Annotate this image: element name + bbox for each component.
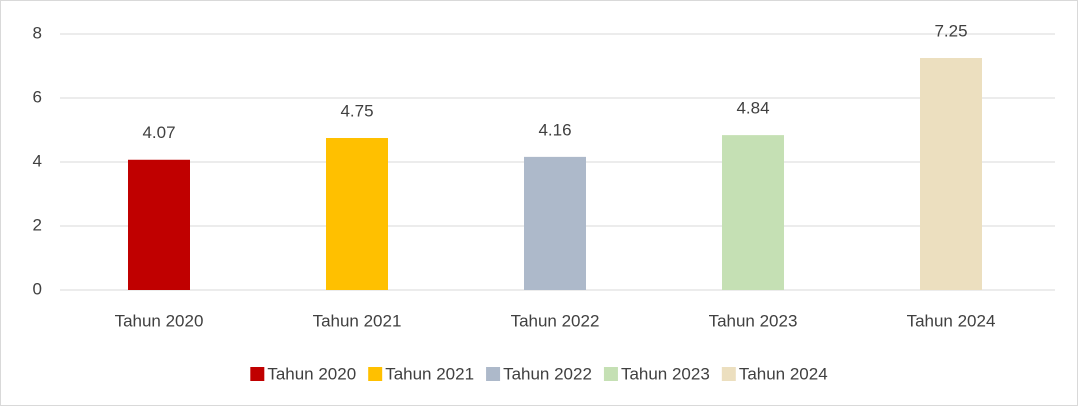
x-tick-label: Tahun 2023: [709, 311, 798, 330]
legend-label: Tahun 2020: [267, 364, 356, 383]
legend-label: Tahun 2021: [385, 364, 474, 383]
bar: [524, 156, 586, 290]
legend-swatch: [368, 367, 383, 381]
legend-swatch: [250, 367, 265, 381]
data-label: 4.75: [340, 101, 373, 120]
legend-swatch: [721, 367, 736, 381]
y-tick-label: 2: [33, 215, 42, 234]
bar: [920, 58, 982, 290]
legend-swatch: [486, 367, 501, 381]
y-tick-label: 0: [33, 279, 42, 298]
legend-label: Tahun 2024: [739, 364, 828, 383]
legend-swatch: [603, 367, 618, 381]
bar: [128, 159, 190, 290]
legend-label: Tahun 2022: [503, 364, 592, 383]
y-tick-label: 4: [33, 151, 42, 170]
bar: [722, 135, 784, 290]
x-tick-label: Tahun 2021: [313, 311, 402, 330]
data-label: 4.84: [736, 99, 769, 118]
data-label: 4.07: [142, 123, 175, 142]
y-tick-label: 6: [33, 87, 42, 106]
x-tick-label: Tahun 2024: [907, 311, 996, 330]
x-tick-label: Tahun 2020: [115, 311, 204, 330]
y-tick-label: 8: [33, 23, 42, 42]
data-label: 4.16: [538, 120, 571, 139]
bar: [326, 138, 388, 290]
legend-label: Tahun 2023: [621, 364, 710, 383]
data-label: 7.25: [934, 21, 967, 40]
x-tick-label: Tahun 2022: [511, 311, 600, 330]
